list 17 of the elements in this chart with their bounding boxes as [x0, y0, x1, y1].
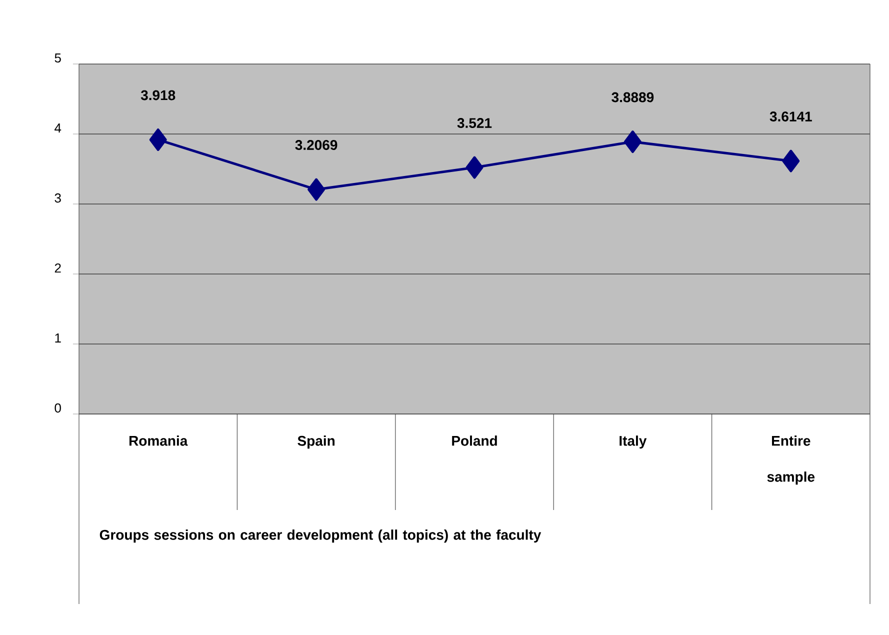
data-label: 3.6141: [770, 112, 812, 122]
data-label: 3.8889: [612, 92, 654, 102]
data-label: 3.2069: [295, 140, 338, 150]
y-tick-label: 3: [54, 193, 61, 203]
y-tick-label: 1: [55, 334, 61, 342]
data-label: 3.918: [140, 90, 176, 100]
x-tick-label: Italy: [620, 436, 647, 449]
y-tick-label: 0: [54, 403, 61, 413]
text: Groups sessions on career development (all topics) at the faculty: [100, 530, 542, 543]
category-label: Entire sample: [767, 436, 815, 485]
data-label: 3.521: [457, 118, 492, 128]
y-tick-label: 5: [54, 53, 61, 63]
x-tick-label: Poland: [452, 436, 497, 446]
y-tick-label: 4: [54, 124, 62, 132]
x-tick-label: Spain: [298, 436, 334, 449]
y-tick-label: 2: [54, 263, 61, 273]
x-tick-label: Romania: [129, 436, 188, 446]
